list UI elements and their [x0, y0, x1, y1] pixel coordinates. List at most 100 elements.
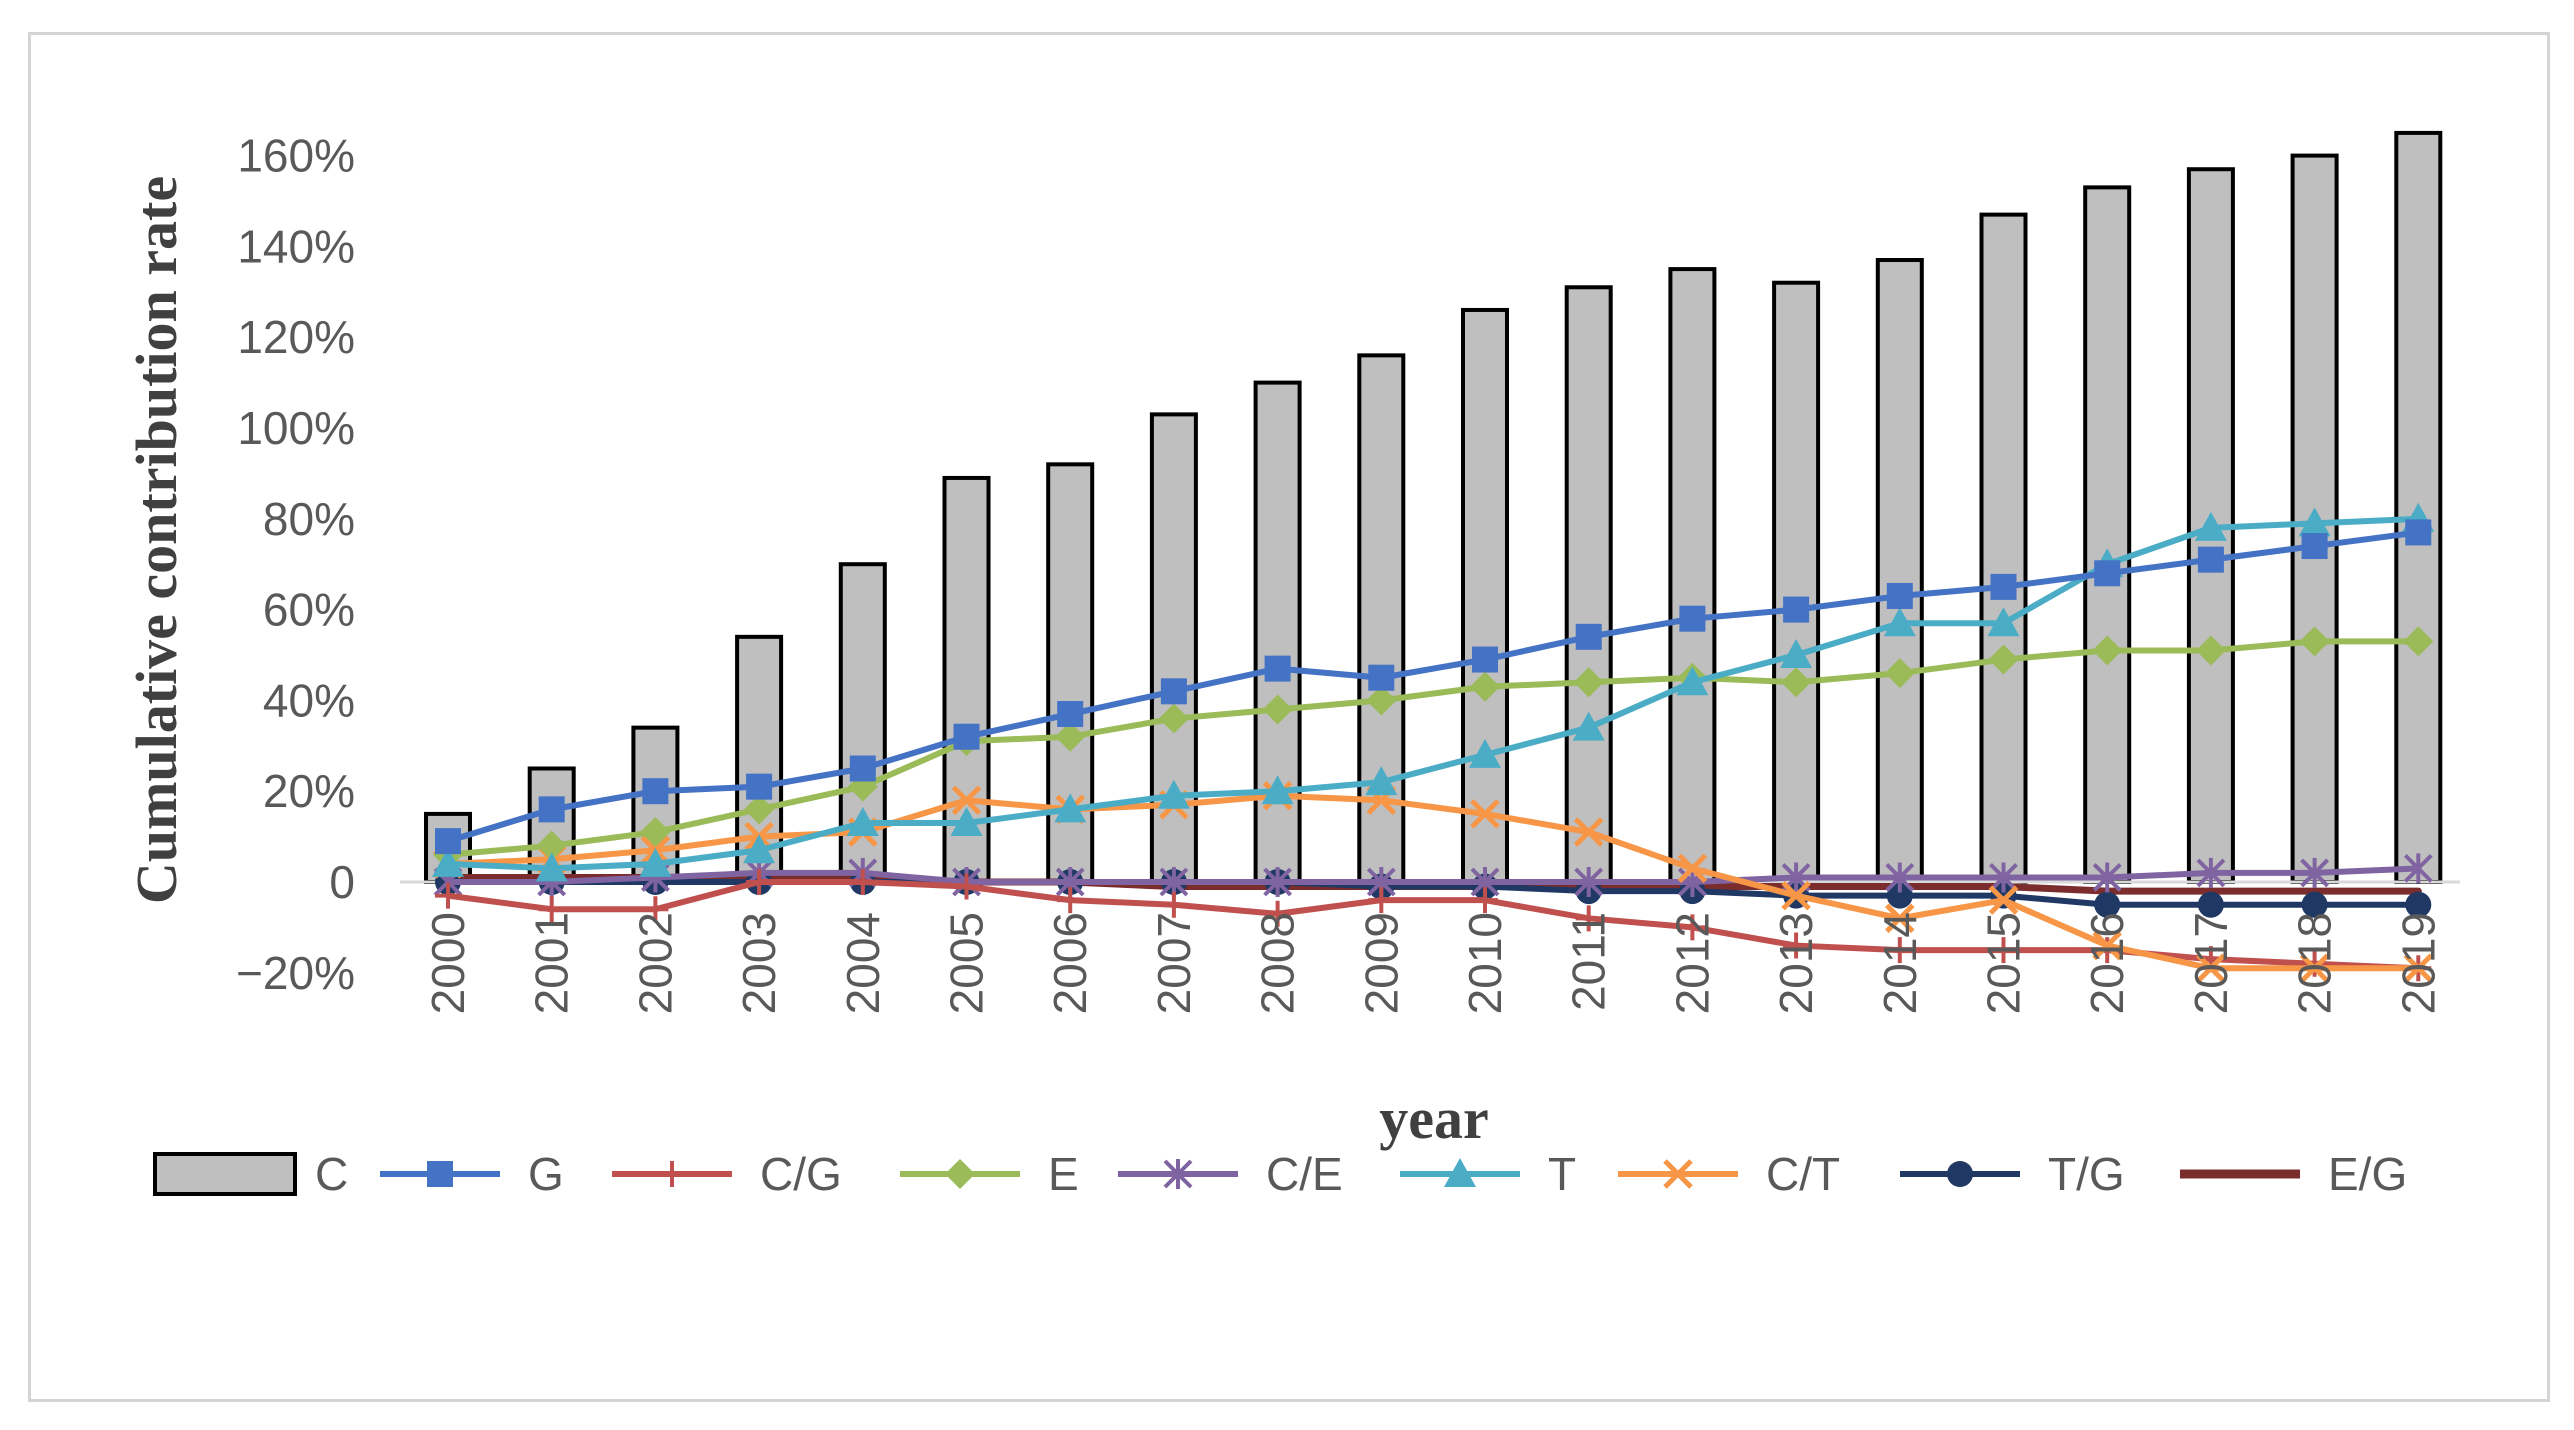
point-c-e-2019: [2403, 853, 2433, 884]
point-e-2010: [1470, 671, 1500, 702]
point-t-2015: [1987, 607, 2020, 637]
point-t-2004: [846, 806, 879, 836]
point-c-e-2016: [2092, 862, 2122, 893]
point-t-g-2014: [1886, 882, 1913, 909]
legend-marker-e: [945, 1159, 975, 1189]
point-c-g-2018: [2301, 950, 2328, 977]
point-c-g-2003: [746, 869, 773, 895]
point-e-2015: [1988, 644, 2019, 675]
point-t-2011: [1572, 711, 1605, 741]
point-e-2019: [2403, 626, 2434, 657]
point-t-2010: [1469, 738, 1501, 768]
point-c-t-2017: [2196, 953, 2226, 984]
point-g-2013: [1783, 596, 1810, 623]
x-tick-label: 2011: [1563, 912, 1615, 1011]
point-e-2009: [1366, 685, 1397, 716]
point-g-2002: [642, 778, 669, 805]
point-e-2002: [640, 817, 671, 848]
legend-label-e-g: E/G: [2328, 1148, 2407, 1200]
point-g-2009: [1368, 664, 1395, 691]
x-tick-label: 2015: [1978, 912, 2030, 1014]
point-c-t-2019: [2403, 953, 2434, 984]
legend-label-e: E: [1048, 1148, 1079, 1200]
x-tick-label: 2019: [2392, 912, 2444, 1014]
point-c-g-2015: [1990, 937, 2017, 964]
bar-c-2007: [1149, 412, 1198, 884]
point-t-g-2019: [2405, 891, 2432, 918]
legend-marker-c-e: [1163, 1159, 1193, 1189]
point-c-t-2016: [2092, 930, 2122, 961]
point-g-2007: [1160, 678, 1187, 705]
point-t-2013: [1780, 639, 1813, 668]
x-tick-label: 2017: [2185, 912, 2237, 1014]
bar-c-2015: [1979, 212, 2028, 884]
legend-swatch-c: [153, 1152, 297, 1196]
legend-label-c-e: C/E: [1266, 1148, 1343, 1200]
point-c-g-2014: [1886, 937, 1913, 964]
bar-c-2008: [1253, 380, 1302, 884]
point-c-t-2012: [1677, 853, 1708, 884]
y-tick-label: 20%: [263, 765, 355, 817]
point-t-g-2016: [2094, 891, 2121, 918]
x-tick-label: 2001: [526, 912, 578, 1014]
point-g-2014: [1886, 582, 1913, 609]
point-g-2012: [1679, 605, 1706, 632]
point-c-g-2000: [435, 882, 461, 909]
point-t-2012: [1676, 666, 1709, 696]
y-tick-label: 60%: [263, 584, 355, 636]
point-e-2008: [1262, 694, 1293, 725]
point-t-2005: [950, 806, 983, 836]
point-c-e-2015: [1989, 862, 2018, 893]
x-tick-label: 2018: [2289, 912, 2341, 1014]
line-g: [445, 529, 2422, 845]
legend-marker-c-g: [659, 1161, 685, 1187]
legend-marker-g: [427, 1161, 453, 1187]
point-g-2003: [746, 773, 773, 800]
point-c-t-2011: [1573, 817, 1604, 847]
point-g-2016: [2094, 560, 2121, 587]
point-t-2007: [1157, 779, 1190, 809]
y-tick-label: 40%: [263, 674, 355, 726]
point-t-2008: [1261, 775, 1294, 805]
point-t-2002: [639, 847, 672, 877]
legend-label-t: T: [1548, 1148, 1576, 1200]
point-c-g-2013: [1783, 932, 1810, 959]
point-g-2018: [2301, 533, 2328, 560]
point-c-g-2002: [642, 896, 669, 923]
point-c-t-2014: [1885, 903, 1915, 934]
x-tick-label: 2008: [1252, 912, 1304, 1014]
point-g-2000: [435, 828, 461, 855]
point-g-2008: [1264, 655, 1291, 682]
legend-label-c: C: [315, 1148, 348, 1200]
point-t-2001: [535, 852, 568, 882]
bar-c-2010: [1461, 307, 1509, 884]
point-e-2017: [2195, 635, 2226, 666]
point-c-g-2009: [1368, 887, 1395, 914]
y-tick-label: 80%: [263, 493, 355, 545]
x-tick-label: 2003: [733, 912, 785, 1014]
x-tick-label: 2016: [2081, 912, 2133, 1014]
point-g-2017: [2197, 546, 2224, 573]
y-tick-label: −20%: [236, 947, 355, 999]
point-e-2006: [1055, 721, 1086, 752]
point-c-g-2010: [1472, 887, 1498, 914]
point-e-2018: [2299, 626, 2330, 657]
point-g-2004: [849, 755, 876, 782]
point-c-g-2008: [1264, 900, 1291, 927]
point-c-g-2001: [538, 896, 565, 923]
bar-c-2012: [1668, 267, 1717, 885]
point-t-2014: [1883, 607, 1916, 637]
point-t-g-2018: [2301, 891, 2328, 918]
bar-c-2016: [2083, 185, 2132, 884]
x-tick-label: 2009: [1355, 912, 1407, 1014]
point-g-2005: [953, 723, 980, 750]
legend-label-g: G: [528, 1148, 564, 1200]
point-t-2006: [1054, 793, 1087, 823]
point-c-e-2011: [1574, 867, 1604, 897]
x-tick-label: 2014: [1874, 912, 1926, 1014]
legend-label-c-g: C/G: [760, 1148, 842, 1200]
x-tick-label: 2013: [1770, 912, 1822, 1014]
legend-marker-c-t: [1663, 1159, 1693, 1189]
y-tick-label: 0: [329, 856, 355, 908]
